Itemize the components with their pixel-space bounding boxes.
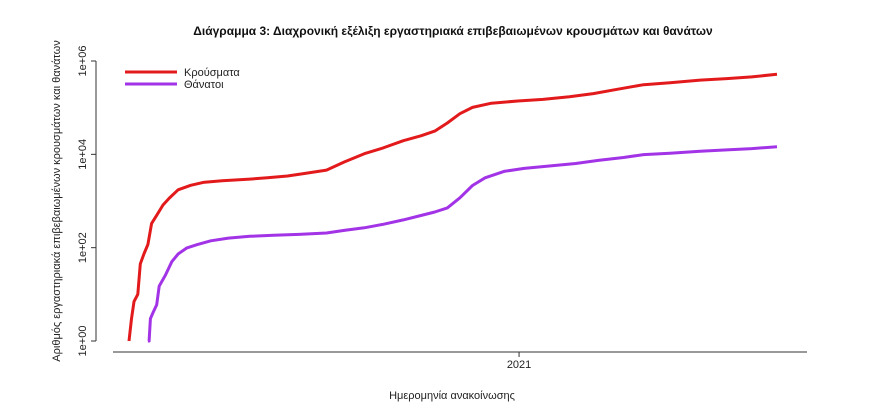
x-axis-ticks: 2021 <box>507 352 531 371</box>
y-tick-label: 1e+02 <box>77 232 89 263</box>
y-tick-label: 1e+00 <box>77 326 89 357</box>
y-axis-ticks: 1e+00 1e+02 1e+04 1e+06 <box>77 46 96 357</box>
chart-title: Διάγραμμα 3: Διαχρονική εξέλιξη εργαστηρ… <box>193 24 713 38</box>
series-group <box>127 72 778 343</box>
legend-label-deaths: Θάνατοι <box>184 79 224 91</box>
y-tick-label: 1e+04 <box>77 139 89 170</box>
x-axis-label: Ημερομηνία ανακοίνωσης <box>389 390 515 402</box>
legend: Κρούσματα Θάνατοι <box>125 67 240 91</box>
y-axis-label: Αριθμός εργαστηριακά επιβεβαιωμένων κρου… <box>51 40 63 362</box>
series-line-deaths <box>147 145 778 343</box>
series-line-cases <box>127 72 778 342</box>
y-tick-label: 1e+06 <box>77 46 89 77</box>
legend-label-cases: Κρούσματα <box>184 67 240 79</box>
x-tick-label: 2021 <box>507 359 531 371</box>
